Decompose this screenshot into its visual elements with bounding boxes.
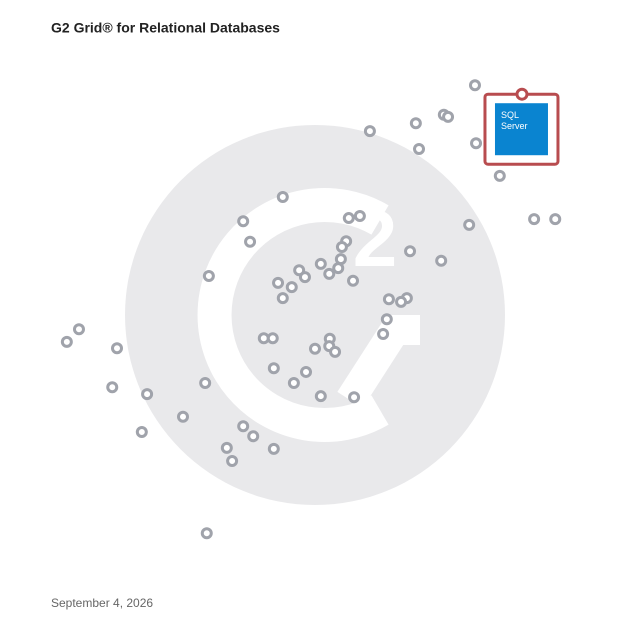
product-dot [226,455,239,468]
chart-title: G2 Grid® for Relational Databases [51,20,280,36]
product-dot [435,254,448,267]
product-dot [141,388,154,401]
product-dot [549,213,562,226]
product-dot [267,362,280,375]
date: September 4, 2026 [51,596,153,610]
product-dot [353,209,366,222]
product-dot [335,241,348,254]
product-dot [247,430,260,443]
product-dot [377,327,390,340]
product-dot [106,381,119,394]
product-dot [363,125,376,138]
product-dot [267,442,280,455]
product-dot [348,391,361,404]
product-dot [276,190,289,203]
product-dot [493,169,506,182]
product-dot [272,276,285,289]
product-dot [300,365,313,378]
product-dot [409,117,422,130]
product-dot [342,212,355,225]
product-dot [528,213,541,226]
logo-label-box: SQL Server [500,110,528,132]
product-dot [329,345,342,358]
product-dot [237,215,250,228]
product-dot [177,410,189,423]
product-dot [442,110,455,123]
product-dot [111,342,123,355]
product-dot [199,377,212,390]
grid-frame [50,50,580,579]
product-dot [135,426,148,439]
product-dot [202,270,215,283]
product-dot [347,274,360,287]
product-dot [266,332,279,345]
product-dot [380,313,393,326]
product-dot [200,527,213,540]
product-dot [314,257,327,270]
product-dot [244,235,257,248]
highlight-dot [515,87,529,101]
product-dot [382,293,395,306]
product-dot [404,245,417,258]
product-dot [470,137,483,150]
product-dot [285,281,298,294]
product-dot [468,79,481,92]
product-dot [287,377,300,390]
product-dot [314,390,327,403]
product-dot [323,267,336,280]
svg-text:2: 2 [353,194,398,283]
product-dot [413,143,426,156]
product-label: SQL Server [500,110,528,132]
product-dot [72,323,85,336]
product-dot [309,342,321,355]
product-dot [395,295,408,308]
product-dot [332,262,345,275]
product-dot [276,292,289,305]
product-logo [494,103,548,156]
product-dot [237,420,250,433]
product-dot [298,271,311,284]
product-dot [463,218,476,231]
product-dot [220,441,233,454]
product-dot [60,335,73,348]
